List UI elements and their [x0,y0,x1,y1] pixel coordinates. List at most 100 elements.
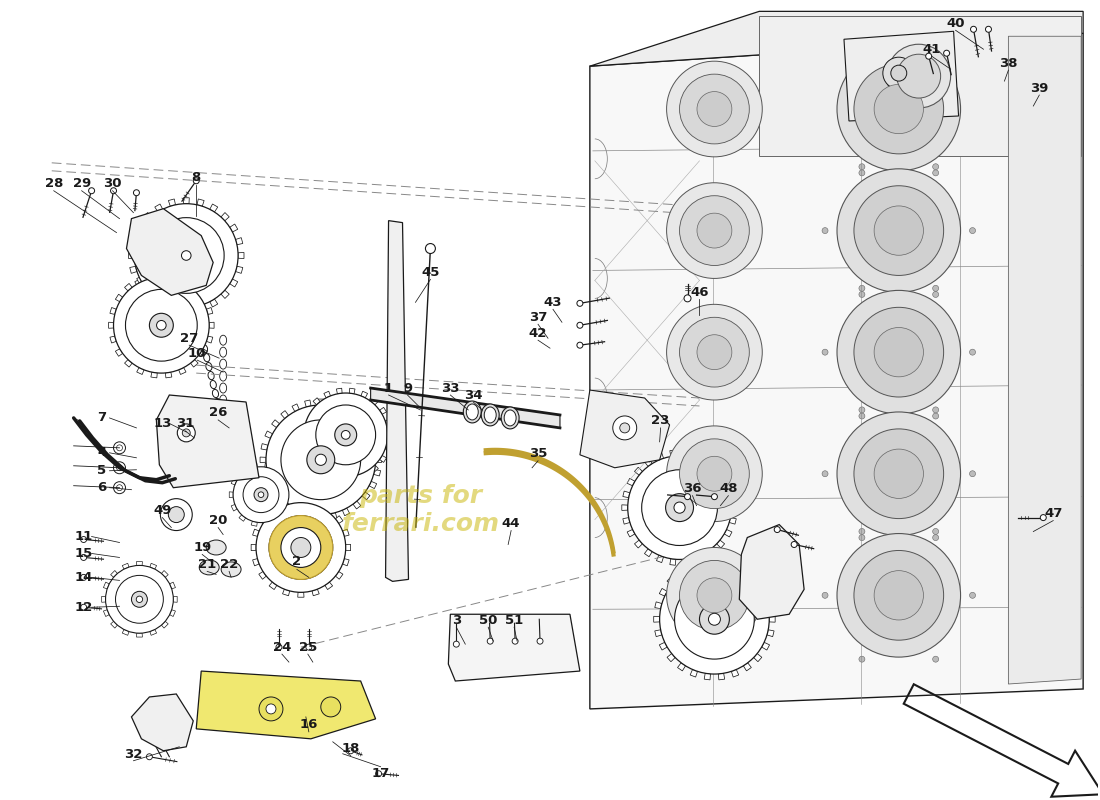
Polygon shape [209,322,214,328]
Polygon shape [336,516,343,523]
Text: 43: 43 [543,296,562,309]
Circle shape [822,349,828,355]
Polygon shape [143,290,152,298]
Circle shape [896,54,940,98]
Circle shape [210,251,218,259]
Polygon shape [353,501,361,509]
Circle shape [394,466,402,474]
Polygon shape [110,336,117,343]
Text: 8: 8 [191,171,201,184]
Circle shape [196,227,205,235]
Circle shape [667,61,762,157]
Text: 11: 11 [75,530,92,543]
Polygon shape [124,359,132,367]
Polygon shape [169,610,175,617]
Polygon shape [116,294,123,302]
Circle shape [697,91,732,126]
Polygon shape [754,577,762,585]
Polygon shape [324,582,332,590]
Circle shape [859,164,865,170]
Polygon shape [645,458,652,466]
Polygon shape [761,589,770,596]
Circle shape [113,462,125,474]
Circle shape [613,416,637,440]
Polygon shape [103,582,109,589]
Polygon shape [844,31,958,121]
Circle shape [266,405,375,514]
Polygon shape [305,400,311,407]
Text: 10: 10 [188,346,207,360]
Circle shape [697,578,732,613]
Polygon shape [251,463,257,468]
Circle shape [667,426,762,522]
Polygon shape [299,432,304,438]
Circle shape [106,566,174,633]
Polygon shape [590,11,1084,66]
Circle shape [774,526,780,533]
Polygon shape [331,400,337,407]
Polygon shape [136,633,142,637]
Polygon shape [683,450,690,457]
Circle shape [276,644,282,650]
Polygon shape [230,279,238,287]
Circle shape [969,592,976,598]
Polygon shape [374,470,381,476]
Text: 6: 6 [97,481,107,494]
Text: 50: 50 [478,614,497,626]
Polygon shape [754,654,762,662]
Polygon shape [270,582,277,590]
Polygon shape [683,558,690,566]
Polygon shape [670,558,675,566]
Circle shape [233,466,289,522]
Polygon shape [260,457,266,462]
Polygon shape [251,544,256,550]
Circle shape [944,50,949,56]
Ellipse shape [502,407,519,429]
Polygon shape [314,465,320,472]
Polygon shape [289,492,293,498]
Polygon shape [230,224,238,232]
Circle shape [1043,75,1054,87]
Text: 33: 33 [441,382,460,394]
Polygon shape [657,555,663,562]
Polygon shape [221,213,229,221]
Polygon shape [654,602,662,609]
Polygon shape [136,276,144,283]
Polygon shape [353,410,361,418]
Circle shape [689,526,696,534]
Polygon shape [387,432,393,438]
Text: 1: 1 [384,382,393,394]
Circle shape [822,470,828,477]
Circle shape [680,318,749,387]
Circle shape [724,590,733,599]
Circle shape [970,26,977,32]
Polygon shape [374,444,381,450]
Circle shape [453,641,460,647]
Polygon shape [229,492,233,498]
Polygon shape [707,549,715,557]
Polygon shape [449,614,580,681]
Circle shape [684,494,691,500]
Polygon shape [300,444,306,450]
Polygon shape [653,616,660,622]
Circle shape [859,407,865,413]
Polygon shape [690,670,697,677]
Circle shape [290,538,311,558]
Circle shape [680,439,749,509]
Polygon shape [253,558,260,566]
Polygon shape [312,499,319,506]
Polygon shape [635,467,642,475]
Circle shape [933,534,938,541]
Polygon shape [716,467,725,475]
Circle shape [969,349,976,355]
Polygon shape [654,630,662,637]
Circle shape [933,42,938,48]
Polygon shape [101,452,125,470]
Circle shape [933,407,938,413]
Polygon shape [695,555,703,562]
Circle shape [1046,413,1050,418]
Polygon shape [207,307,212,314]
Text: 35: 35 [529,447,547,460]
Polygon shape [150,630,156,635]
Circle shape [1043,290,1054,302]
